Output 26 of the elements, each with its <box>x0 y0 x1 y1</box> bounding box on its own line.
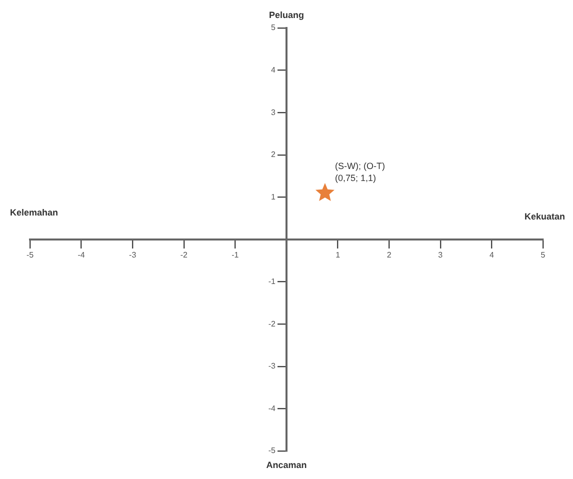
y-tick-label: 2 <box>271 150 276 160</box>
y-tick-label: -2 <box>268 319 276 328</box>
x-tick-label: 1 <box>336 250 341 260</box>
text: Peluang <box>268 10 304 20</box>
y-tick-label: 4 <box>271 66 276 75</box>
annotation: Kelemahan <box>10 207 58 218</box>
y-tick-label: -3 <box>268 362 276 371</box>
x-tick-label: 2 <box>386 250 392 260</box>
x-tick-label: -2 <box>180 250 188 260</box>
y-tick-label: 1 <box>271 192 276 202</box>
x-tick-label: 4 <box>489 250 494 260</box>
y-tick-label: -4 <box>268 404 276 413</box>
x-tick-label: -3 <box>129 250 137 260</box>
y-tick-label: -5 <box>268 446 276 456</box>
x-tick-label: -5 <box>26 250 34 260</box>
annotation: Kekuatan <box>524 211 565 222</box>
text: Ancaman <box>266 460 307 470</box>
y-tick-label: -1 <box>268 277 276 286</box>
x-tick-label: 5 <box>540 250 546 260</box>
y-tick-label: 3 <box>271 108 276 117</box>
data-label: (0,75; 1,1) <box>334 172 376 183</box>
y-tick-label: 5 <box>271 23 276 32</box>
x-tick-label: -1 <box>232 250 240 260</box>
x-tick-label: -4 <box>78 250 86 260</box>
annotation: (S-W); (O-T) <box>334 160 385 171</box>
x-tick-label: 3 <box>438 250 444 260</box>
